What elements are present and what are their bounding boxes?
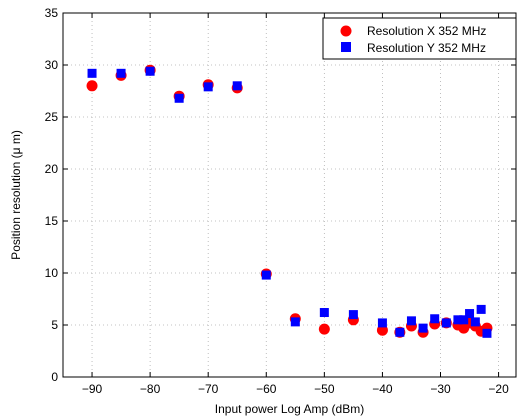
data-point-y-resolution [441, 318, 451, 328]
y-tick-label: 15 [45, 214, 59, 228]
plot-frame [62, 12, 517, 378]
x-tick-labels: −90 −80 −70 −60 −50 −40 −30 −20 [82, 382, 509, 396]
data-point-y-resolution [261, 270, 271, 280]
data-point-y-resolution [232, 81, 242, 91]
data-point-y-resolution [174, 93, 184, 103]
data-point-y-resolution [482, 328, 492, 338]
data-point-y-resolution [459, 315, 469, 325]
data-series [86, 64, 493, 338]
y-tick-label: 35 [45, 6, 59, 20]
data-point-y-resolution [145, 66, 155, 76]
y-tick-labels: 0 5 10 15 20 25 30 35 [45, 6, 59, 384]
x-tick-label: −70 [198, 382, 219, 396]
series-y-resolution [87, 66, 492, 338]
y-tick-label: 20 [45, 162, 59, 176]
legend-marker-x-resolution [340, 25, 352, 37]
data-point-y-resolution [418, 323, 428, 333]
x-axis-label: Input power Log Amp (dBm) [215, 402, 364, 416]
data-point-y-resolution [319, 308, 329, 318]
y-tick-label: 30 [45, 58, 59, 72]
legend-label-y-resolution: Resolution Y 352 MHz [367, 41, 486, 55]
data-point-y-resolution [116, 68, 126, 78]
y-tick-label: 10 [45, 266, 59, 280]
data-point-y-resolution [87, 68, 97, 78]
data-point-y-resolution [203, 82, 213, 92]
x-tick-label: −40 [372, 382, 393, 396]
data-point-x-resolution [86, 80, 98, 92]
data-point-y-resolution [453, 315, 463, 325]
x-tick-label: −50 [314, 382, 335, 396]
data-point-y-resolution [476, 304, 486, 314]
x-tick-label: −90 [82, 382, 103, 396]
legend-marker-y-resolution [341, 42, 351, 52]
axis-ticks [63, 12, 516, 378]
data-point-x-resolution [376, 324, 388, 336]
data-point-y-resolution [377, 318, 387, 328]
data-point-y-resolution [470, 317, 480, 327]
y-tick-label: 25 [45, 110, 59, 124]
y-tick-label: 5 [51, 318, 58, 332]
y-axis-label: Position resolution (μ m) [9, 130, 23, 260]
x-tick-label: −30 [430, 382, 451, 396]
legend: Resolution X 352 MHz Resolution Y 352 MH… [322, 17, 517, 60]
data-point-y-resolution [465, 309, 475, 319]
legend-label-x-resolution: Resolution X 352 MHz [367, 24, 486, 38]
legend-box [322, 17, 517, 60]
data-point-x-resolution [318, 323, 330, 335]
data-point-y-resolution [290, 317, 300, 327]
data-point-y-resolution [348, 310, 358, 320]
data-point-y-resolution [395, 327, 405, 337]
data-point-y-resolution [406, 316, 416, 326]
y-tick-label: 0 [51, 370, 58, 384]
x-tick-label: −20 [488, 382, 509, 396]
x-tick-label: −60 [256, 382, 277, 396]
data-point-y-resolution [430, 314, 440, 324]
x-tick-label: −80 [140, 382, 161, 396]
